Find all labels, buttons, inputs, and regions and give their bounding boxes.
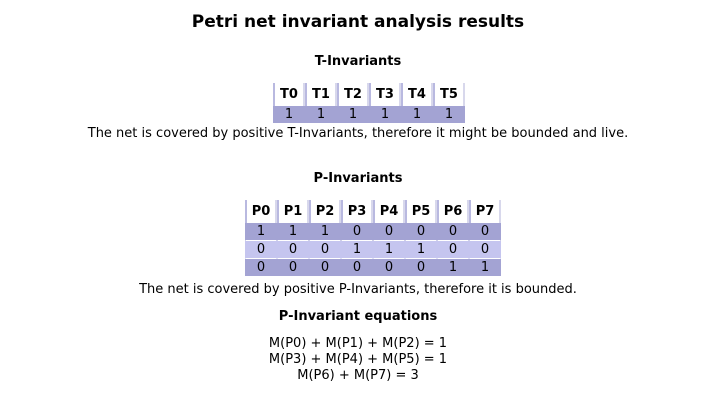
column-header-p2: P2 bbox=[309, 200, 341, 223]
table-cell: 0 bbox=[405, 259, 437, 276]
column-header-p3: P3 bbox=[341, 200, 373, 223]
table-cell: 0 bbox=[437, 223, 469, 241]
table-row: 0 0 0 1 1 1 0 0 bbox=[245, 241, 501, 259]
table-row: 1 1 1 1 1 1 bbox=[273, 106, 465, 123]
p-invariants-note: The net is covered by positive P-Invaria… bbox=[139, 282, 577, 297]
table-cell: 1 bbox=[337, 106, 369, 123]
table-cell: 0 bbox=[469, 223, 501, 241]
column-header-t3: T3 bbox=[369, 83, 401, 106]
table-cell: 0 bbox=[373, 259, 405, 276]
table-cell: 0 bbox=[309, 241, 341, 259]
column-header-p5: P5 bbox=[405, 200, 437, 223]
table-cell: 0 bbox=[277, 259, 309, 276]
table-cell: 1 bbox=[401, 106, 433, 123]
equation-line: M(P0) + M(P1) + M(P2) = 1 bbox=[268, 336, 448, 351]
table-cell: 0 bbox=[373, 223, 405, 241]
table-header-row: P0 P1 P2 P3 P4 P5 P6 P7 bbox=[245, 200, 501, 223]
column-header-p4: P4 bbox=[373, 200, 405, 223]
table-cell: 0 bbox=[309, 259, 341, 276]
column-header-t0: T0 bbox=[273, 83, 305, 106]
p-invariants-table: P0 P1 P2 P3 P4 P5 P6 P7 1 1 1 0 0 0 0 0 bbox=[245, 200, 501, 276]
table-cell: 1 bbox=[373, 241, 405, 259]
table-cell: 1 bbox=[405, 241, 437, 259]
table-cell: 1 bbox=[437, 259, 469, 276]
table-cell: 1 bbox=[245, 223, 277, 241]
equation-line: M(P6) + M(P7) = 3 bbox=[297, 368, 419, 383]
table-cell: 0 bbox=[469, 241, 501, 259]
column-header-t1: T1 bbox=[305, 83, 337, 106]
table-cell: 1 bbox=[469, 259, 501, 276]
t-invariants-table: T0 T1 T2 T3 T4 T5 1 1 1 1 1 1 bbox=[273, 83, 465, 123]
table-cell: 1 bbox=[369, 106, 401, 123]
column-header-t2: T2 bbox=[337, 83, 369, 106]
table-cell: 1 bbox=[273, 106, 305, 123]
equation-line: M(P3) + M(P4) + M(P5) = 1 bbox=[268, 352, 448, 367]
table-cell: 0 bbox=[405, 223, 437, 241]
column-header-t5: T5 bbox=[433, 83, 465, 106]
column-header-p6: P6 bbox=[437, 200, 469, 223]
table-row: 1 1 1 0 0 0 0 0 bbox=[245, 223, 501, 241]
t-invariants-heading: T-Invariants bbox=[314, 54, 402, 69]
table-cell: 1 bbox=[309, 223, 341, 241]
column-header-p1: P1 bbox=[277, 200, 309, 223]
table-cell: 1 bbox=[433, 106, 465, 123]
table-row: 0 0 0 0 0 0 1 1 bbox=[245, 259, 501, 276]
column-header-t4: T4 bbox=[401, 83, 433, 106]
table-cell: 0 bbox=[341, 223, 373, 241]
p-invariants-heading: P-Invariants bbox=[313, 171, 403, 186]
table-cell: 0 bbox=[437, 241, 469, 259]
table-cell: 1 bbox=[305, 106, 337, 123]
page-title: Petri net invariant analysis results bbox=[191, 12, 525, 32]
table-cell: 0 bbox=[245, 259, 277, 276]
column-header-p0: P0 bbox=[245, 200, 277, 223]
table-cell: 1 bbox=[277, 223, 309, 241]
p-equations-heading: P-Invariant equations bbox=[278, 309, 438, 324]
column-header-p7: P7 bbox=[469, 200, 501, 223]
table-header-row: T0 T1 T2 T3 T4 T5 bbox=[273, 83, 465, 106]
p-equations-list: M(P0) + M(P1) + M(P2) = 1 M(P3) + M(P4) … bbox=[0, 336, 716, 384]
table-cell: 0 bbox=[341, 259, 373, 276]
t-invariants-note: The net is covered by positive T-Invaria… bbox=[87, 126, 629, 141]
table-cell: 0 bbox=[277, 241, 309, 259]
table-cell: 0 bbox=[245, 241, 277, 259]
table-cell: 1 bbox=[341, 241, 373, 259]
